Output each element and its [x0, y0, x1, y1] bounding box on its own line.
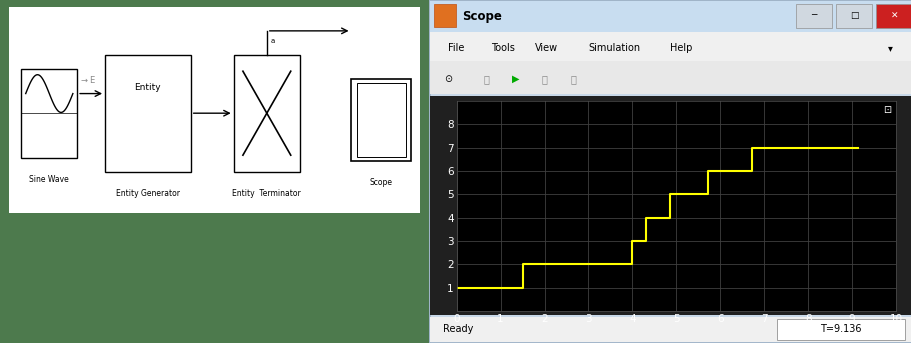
- Text: $\rightarrow$E: $\rightarrow$E: [79, 74, 97, 85]
- Bar: [8, 7, 420, 213]
- Text: Scope: Scope: [370, 178, 393, 187]
- Text: ■: ■: [435, 11, 445, 22]
- Text: ▶: ▶: [511, 74, 519, 84]
- Bar: [357, 83, 405, 157]
- Bar: [429, 32, 910, 61]
- Bar: [105, 55, 190, 172]
- Text: ⊙: ⊙: [444, 74, 452, 84]
- Bar: [875, 4, 911, 28]
- Bar: [776, 319, 904, 340]
- Bar: [22, 69, 77, 158]
- Text: Tools: Tools: [491, 43, 515, 53]
- Text: Entity  Terminator: Entity Terminator: [232, 189, 301, 198]
- Text: ⊡: ⊡: [883, 105, 891, 115]
- Text: ⏩: ⏩: [483, 74, 489, 84]
- Text: □: □: [849, 11, 857, 21]
- Text: ─: ─: [811, 11, 816, 21]
- Bar: [429, 1, 910, 32]
- Bar: [430, 96, 909, 315]
- Text: Help: Help: [670, 43, 692, 53]
- Text: a: a: [271, 38, 275, 44]
- Text: Entity: Entity: [135, 83, 161, 92]
- Text: ✕: ✕: [890, 11, 897, 21]
- Bar: [351, 79, 411, 161]
- Text: ⏭: ⏭: [541, 74, 547, 84]
- Text: ▾: ▾: [886, 43, 892, 53]
- Text: Ready: Ready: [443, 324, 473, 334]
- Text: Entity Generator: Entity Generator: [116, 189, 179, 198]
- Text: Scope: Scope: [462, 10, 502, 23]
- Text: View: View: [535, 43, 558, 53]
- Bar: [795, 4, 832, 28]
- Bar: [434, 4, 456, 27]
- Bar: [429, 61, 910, 94]
- Text: Sine Wave: Sine Wave: [29, 175, 69, 184]
- Text: ⏺: ⏺: [570, 74, 576, 84]
- Text: Simulation: Simulation: [588, 43, 640, 53]
- Bar: [835, 4, 872, 28]
- Text: T=9.136: T=9.136: [819, 324, 861, 334]
- Bar: [429, 317, 910, 342]
- Text: File: File: [447, 43, 464, 53]
- Bar: [233, 55, 300, 172]
